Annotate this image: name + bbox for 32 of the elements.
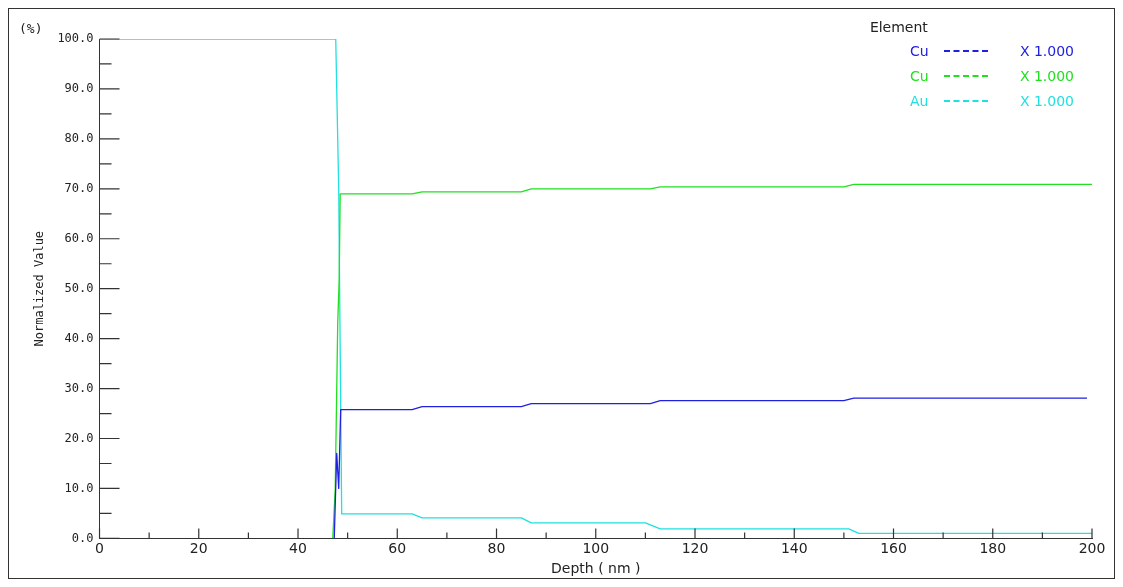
x-tick-label: 120 [681, 540, 709, 557]
legend-label: Au [909, 92, 930, 109]
y-tick-label: 30.0 [64, 380, 94, 395]
y-tick-label: 20.0 [64, 430, 94, 445]
y-tick-label: 10.0 [64, 480, 94, 495]
annotation: X 1.000 [1019, 42, 1074, 59]
x-tick-label: 140 [780, 540, 808, 557]
x-tick-label: 80 [487, 540, 506, 557]
y-tick-label: 80.0 [64, 131, 94, 146]
x-tick-label: 40 [289, 540, 307, 557]
x-tick-label: 100 [582, 540, 610, 557]
x-tick-label: 160 [880, 540, 907, 557]
x-tick-label: 60 [388, 540, 407, 557]
annotation: X 1.000 [1019, 92, 1074, 109]
y-tick-label: 60.0 [64, 230, 94, 245]
x-axis-title: Depth ( nm ) [551, 560, 641, 577]
legend-label: Cu [909, 42, 930, 59]
y-tick-label: 90.0 [64, 81, 94, 96]
x-tick-label: 20 [189, 540, 208, 557]
y-axis-title: Normalized Value [32, 230, 47, 347]
legend-label: Cu [909, 67, 930, 84]
x-tick-label: 180 [979, 540, 1007, 557]
legend-title: Element [869, 19, 929, 35]
y-tick-label: 40.0 [64, 330, 94, 345]
y-tick-label: 0.0 [71, 530, 94, 545]
x-tick-label: 200 [1078, 540, 1106, 557]
y-tick-label: 70.0 [64, 180, 94, 195]
annotation: X 1.000 [1019, 67, 1074, 84]
x-tick-label: 0 [95, 540, 104, 557]
y-tick-label: 50.0 [64, 280, 94, 295]
text: (%) [19, 21, 43, 36]
y-tick-label: 100.0 [57, 31, 94, 46]
